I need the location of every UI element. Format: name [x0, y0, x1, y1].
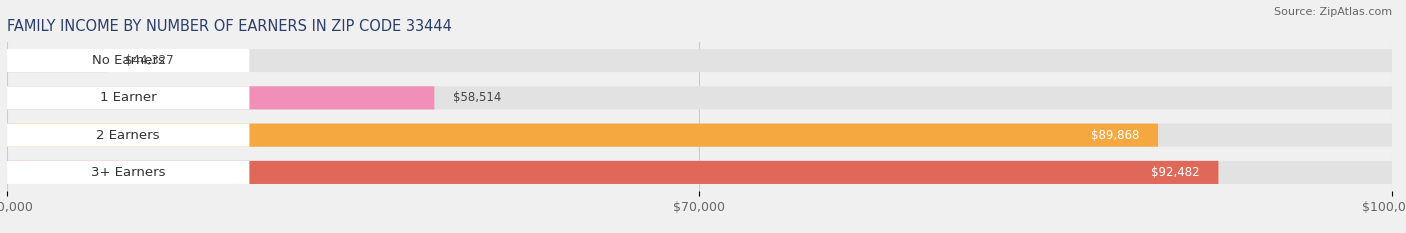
Text: $44,327: $44,327 [125, 54, 174, 67]
FancyBboxPatch shape [7, 86, 249, 110]
FancyBboxPatch shape [7, 49, 107, 72]
Text: $58,514: $58,514 [453, 91, 501, 104]
Text: 3+ Earners: 3+ Earners [91, 166, 166, 179]
FancyBboxPatch shape [7, 49, 1392, 72]
Text: 2 Earners: 2 Earners [97, 129, 160, 142]
FancyBboxPatch shape [7, 123, 1392, 147]
Text: $92,482: $92,482 [1152, 166, 1199, 179]
Text: $89,868: $89,868 [1091, 129, 1140, 142]
FancyBboxPatch shape [7, 123, 249, 147]
FancyBboxPatch shape [7, 86, 434, 110]
Text: No Earners: No Earners [91, 54, 165, 67]
FancyBboxPatch shape [7, 161, 1392, 184]
Text: FAMILY INCOME BY NUMBER OF EARNERS IN ZIP CODE 33444: FAMILY INCOME BY NUMBER OF EARNERS IN ZI… [7, 19, 451, 34]
Text: 1 Earner: 1 Earner [100, 91, 156, 104]
FancyBboxPatch shape [7, 86, 1392, 110]
Text: Source: ZipAtlas.com: Source: ZipAtlas.com [1274, 7, 1392, 17]
FancyBboxPatch shape [7, 123, 1159, 147]
FancyBboxPatch shape [7, 161, 249, 184]
FancyBboxPatch shape [7, 161, 1219, 184]
FancyBboxPatch shape [7, 49, 249, 72]
